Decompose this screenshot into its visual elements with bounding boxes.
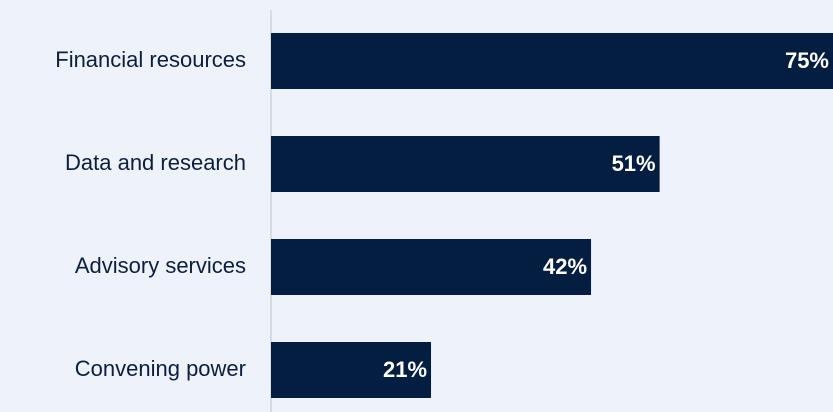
category-label: Advisory services	[75, 253, 246, 278]
category-label: Financial resources	[55, 47, 246, 72]
value-label: 42%	[543, 254, 587, 279]
category-label: Data and research	[65, 150, 246, 175]
value-label: 75%	[785, 48, 829, 73]
bar	[271, 33, 833, 89]
bar	[271, 342, 432, 398]
category-label: Convening power	[75, 356, 246, 381]
bar	[271, 239, 592, 295]
value-label: 21%	[383, 357, 427, 382]
bar	[271, 136, 660, 192]
value-label: 51%	[612, 151, 656, 176]
